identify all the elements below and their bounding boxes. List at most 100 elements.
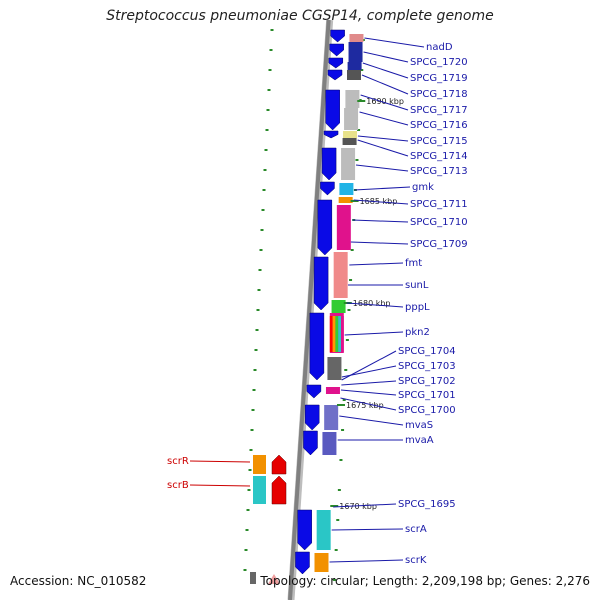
genome-summary-text: Topology: circular; Length: 2,209,198 bp…: [260, 574, 590, 588]
gene-category-box: [253, 455, 266, 474]
forward-gene-arrow: [303, 430, 318, 456]
gene-label-spcg_1702: SPCG_1702: [398, 376, 456, 387]
forward-gene-arrow: [313, 256, 329, 311]
scale-mark-label: 1670 kbp: [339, 502, 377, 511]
label-leader-line: [333, 503, 397, 508]
label-leader-line: [341, 380, 397, 386]
gene-category-stripe: [332, 316, 336, 352]
gene-label-fmt: fmt: [405, 258, 422, 269]
forward-gene-arrow: [325, 89, 340, 131]
gene-label-spcg_1720: SPCG_1720: [410, 57, 468, 68]
gene-category-stripe: [341, 316, 344, 352]
gene-label-spcg_1713: SPCG_1713: [410, 166, 468, 177]
forward-gene-arrow: [327, 69, 343, 81]
gene-label-gmk: gmk: [412, 182, 434, 193]
gene-category-box: [339, 183, 354, 195]
gene-category-box: [338, 197, 353, 203]
forward-gene-arrow: [304, 404, 320, 431]
gene-category-box: [341, 148, 356, 180]
label-leader-line: [349, 262, 404, 266]
accession-text: Accession: NC_010582: [10, 574, 147, 588]
label-leader-line: [362, 62, 409, 79]
gene-category-box: [348, 42, 363, 62]
gene-label-spcg_1695: SPCG_1695: [398, 499, 456, 510]
label-leader-line: [340, 397, 397, 411]
label-leader-line: [344, 331, 404, 336]
scale-mark-label: 1680 kbp: [353, 299, 391, 308]
label-leader-line: [346, 302, 404, 308]
reverse-gene-arrow: [271, 475, 287, 505]
label-leader-line: [329, 559, 404, 563]
reverse-gene-arrow: [271, 454, 287, 475]
gene-category-box: [314, 553, 329, 572]
forward-gene-arrow: [330, 29, 345, 43]
gene-category-box: [349, 34, 364, 42]
forward-gene-arrow: [328, 57, 344, 69]
map-title: Streptococcus pneumoniae CGSP14, complet…: [106, 8, 494, 24]
gene-category-stripe: [338, 316, 341, 352]
gene-category-box: [347, 62, 362, 70]
label-leader-line: [360, 94, 409, 111]
label-leader-line: [341, 365, 397, 378]
label-leader-line: [357, 139, 409, 157]
forward-gene-arrow: [323, 130, 339, 139]
gene-category-box: [327, 357, 342, 380]
gene-category-box: [343, 131, 358, 138]
label-leader-line: [331, 528, 404, 531]
forward-gene-arrow: [320, 181, 335, 196]
label-leader-line: [340, 389, 397, 396]
forward-gene-arrow: [321, 147, 337, 181]
gene-category-box: [331, 300, 346, 313]
gene-label-spcg_1719: SPCG_1719: [410, 73, 468, 84]
scale-mark-label: 1690 kbp: [366, 97, 404, 106]
gene-category-box: [325, 387, 340, 394]
label-leader-line: [359, 111, 409, 126]
label-leader-line: [363, 51, 409, 63]
gene-category-box: [324, 405, 339, 430]
gene-category-box: [347, 70, 361, 80]
gene-label-scrk: scrK: [405, 555, 427, 566]
gene-category-box: [345, 90, 360, 108]
gene-label-nadd: nadD: [426, 42, 453, 53]
label-leader-line: [355, 164, 409, 172]
gene-category-box: [336, 205, 351, 250]
forward-gene-arrow: [329, 43, 344, 57]
forward-gene-arrow: [309, 312, 325, 381]
gene-label-scra: scrA: [405, 524, 427, 535]
gene-label-spcg_1709: SPCG_1709: [410, 239, 468, 250]
forward-gene-arrow: [306, 384, 322, 399]
label-leader-line: [352, 219, 409, 223]
gene-category-box: [322, 432, 337, 455]
label-leader-line: [353, 199, 409, 205]
label-leader-line: [189, 484, 251, 487]
gene-label-spcg_1710: SPCG_1710: [410, 217, 468, 228]
label-leader-line: [357, 135, 409, 142]
label-leader-line: [339, 415, 404, 426]
gene-label-mvaa: mvaA: [405, 435, 434, 446]
gene-category-box: [253, 476, 266, 504]
gene-category-box: [316, 510, 331, 550]
gene-label-spcg_1711: SPCG_1711: [410, 199, 468, 210]
gene-label-spcg_1703: SPCG_1703: [398, 361, 456, 372]
backbone-line: [288, 19, 331, 600]
gene-category-stripe: [335, 316, 339, 352]
gene-label-mvas: mvaS: [405, 420, 433, 431]
label-leader-line: [354, 186, 411, 191]
gene-category-box: [344, 108, 359, 130]
forward-gene-arrow: [295, 551, 310, 575]
reverse-gene-arrow: [268, 574, 280, 584]
gene-label-pkn2: pkn2: [405, 327, 430, 338]
gene-label-sunl: sunL: [405, 280, 429, 291]
gene-label-spcg_1716: SPCG_1716: [410, 120, 468, 131]
label-leader-line: [361, 74, 409, 95]
gene-label-scrb: scrB: [167, 480, 189, 491]
gene-label-scrr: scrR: [167, 456, 189, 467]
gene-label-spcg_1717: SPCG_1717: [410, 105, 468, 116]
label-leader-line: [350, 241, 409, 245]
gene-label-pppl: pppL: [405, 302, 430, 313]
gene-label-spcg_1701: SPCG_1701: [398, 390, 456, 401]
gene-label-spcg_1700: SPCG_1700: [398, 405, 456, 416]
label-leader-line: [189, 460, 251, 463]
